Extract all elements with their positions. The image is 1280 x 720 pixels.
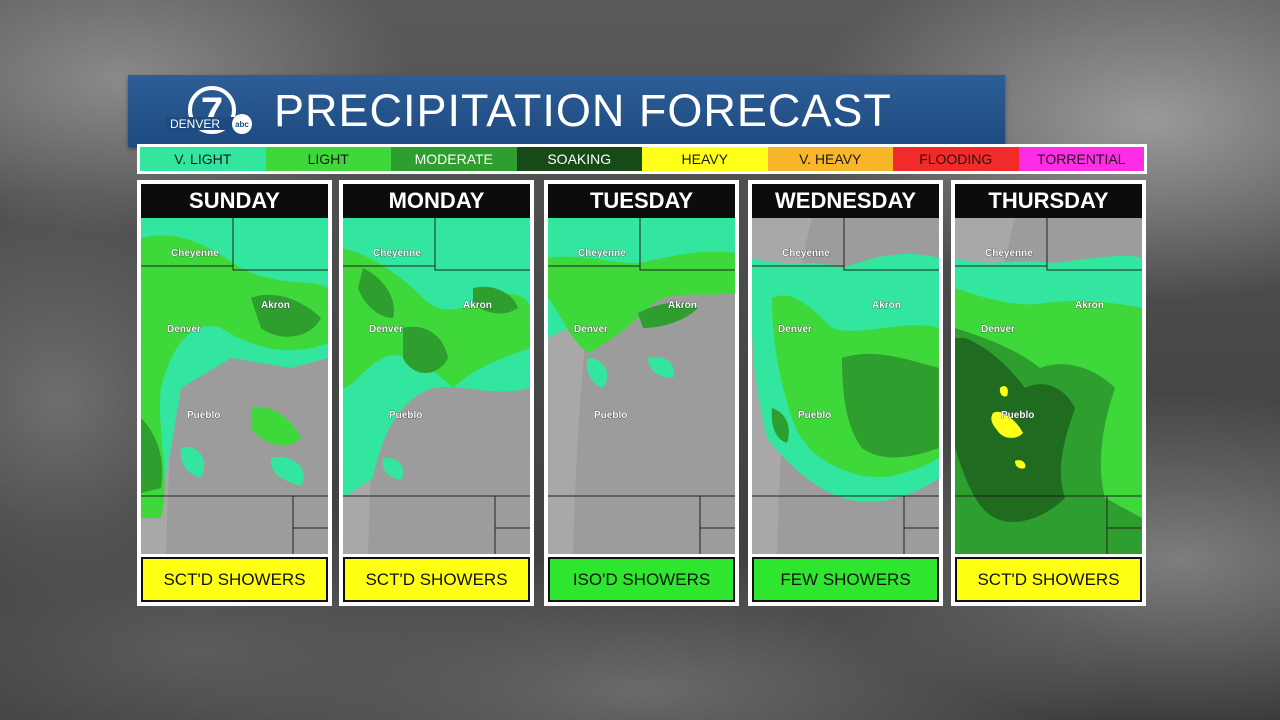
page-title: PRECIPITATION FORECAST [274, 85, 892, 136]
city-label-akron: Akron [668, 300, 697, 311]
day-name: THURSDAY [955, 184, 1142, 218]
precip-map: Cheyenne Akron Denver Pueblo [752, 218, 939, 554]
city-label-pueblo: Pueblo [594, 410, 627, 421]
day-name: TUESDAY [548, 184, 735, 218]
legend-item: FLOODING [893, 147, 1019, 171]
state-border [232, 266, 328, 271]
city-label-pueblo: Pueblo [1001, 410, 1034, 421]
city-label-cheyenne: Cheyenne [171, 248, 219, 259]
precip-area [251, 407, 301, 446]
precip-legend: V. LIGHT LIGHT MODERATE SOAKING HEAVY V. HEAV… [137, 144, 1147, 174]
day-panel-thursday: THURSDAY Cheyenne Akron Denver Pueblo SCT'D S… [951, 180, 1146, 606]
precip-area [771, 408, 789, 443]
state-border [639, 266, 735, 271]
precip-area [251, 294, 321, 337]
precip-map: Cheyenne Akron Denver Pueblo [548, 218, 735, 554]
svg-text:DENVER: DENVER [170, 117, 220, 131]
day-panel-wednesday: WEDNESDAY Cheyenne Akron Denver Pueblo FEW SH… [748, 180, 943, 606]
legend-item: TORRENTIAL [1018, 147, 1144, 171]
day-panel-monday: MONDAY Cheyenne Akron Denver Pueblo SCT'D SHO… [339, 180, 534, 606]
city-label-denver: Denver [981, 324, 1015, 335]
city-label-cheyenne: Cheyenne [373, 248, 421, 259]
day-name: WEDNESDAY [752, 184, 939, 218]
title-banner: 7 DENVER abc PRECIPITATION FORECAST [128, 75, 1005, 147]
legend-item: LIGHT [265, 147, 391, 171]
forecast-summary: SCT'D SHOWERS [955, 557, 1142, 602]
city-label-pueblo: Pueblo [187, 410, 220, 421]
precip-area [548, 218, 735, 338]
precip-area [586, 358, 608, 388]
city-label-cheyenne: Cheyenne [782, 248, 830, 259]
forecast-summary: ISO'D SHOWERS [548, 557, 735, 602]
forecast-summary: SCT'D SHOWERS [141, 557, 328, 602]
precip-area [548, 251, 735, 353]
precip-area [180, 447, 205, 478]
precip-area [648, 356, 674, 378]
city-label-denver: Denver [574, 324, 608, 335]
state-border [1046, 266, 1142, 271]
day-panel-tuesday: TUESDAY Cheyenne Akron Denver Pueblo ISO'D SH… [544, 180, 739, 606]
precip-area [382, 457, 404, 480]
precip-area [991, 411, 1023, 438]
city-label-denver: Denver [778, 324, 812, 335]
legend-item: MODERATE [391, 147, 517, 171]
legend-item: V. HEAVY [767, 147, 893, 171]
forecast-summary: FEW SHOWERS [752, 557, 939, 602]
precip-area [347, 447, 372, 478]
city-label-cheyenne: Cheyenne [578, 248, 626, 259]
city-label-denver: Denver [167, 324, 201, 335]
precip-map-svg: Cheyenne Akron Denver Pueblo [955, 218, 1142, 554]
precip-map: Cheyenne Akron Denver Pueblo [955, 218, 1142, 554]
forecast-summary: SCT'D SHOWERS [343, 557, 530, 602]
city-label-akron: Akron [1075, 300, 1104, 311]
precip-map-svg: Cheyenne Akron Denver Pueblo [141, 218, 328, 554]
state-border [843, 266, 939, 271]
precip-area [403, 326, 448, 373]
day-name: MONDAY [343, 184, 530, 218]
precip-map-svg: Cheyenne Akron Denver Pueblo [343, 218, 530, 554]
day-name: SUNDAY [141, 184, 328, 218]
precip-area [473, 286, 518, 314]
precip-area [141, 418, 163, 493]
precip-area [638, 302, 698, 328]
precip-map: Cheyenne Akron Denver Pueblo [343, 218, 530, 554]
denver7-logo: 7 DENVER abc [166, 86, 252, 134]
city-label-cheyenne: Cheyenne [985, 248, 1033, 259]
legend-item: SOAKING [516, 147, 642, 171]
svg-text:abc: abc [235, 120, 249, 129]
city-label-akron: Akron [872, 300, 901, 311]
state-border [434, 266, 530, 271]
precip-area [270, 457, 304, 486]
city-label-akron: Akron [261, 300, 290, 311]
precip-area [343, 248, 530, 388]
city-label-denver: Denver [369, 324, 403, 335]
day-panel-sunday: SUNDAY Cheyenne Akron Denver Pueblo SCT'D SHO… [137, 180, 332, 606]
precip-area [842, 353, 939, 458]
city-label-pueblo: Pueblo [798, 410, 831, 421]
city-label-pueblo: Pueblo [389, 410, 422, 421]
legend-item: V. LIGHT [140, 147, 266, 171]
city-label-akron: Akron [463, 300, 492, 311]
precip-area [1015, 460, 1026, 469]
precip-area [358, 268, 394, 318]
precip-map: Cheyenne Akron Denver Pueblo [141, 218, 328, 554]
precip-area [999, 385, 1008, 397]
precip-map-svg: Cheyenne Akron Denver Pueblo [752, 218, 939, 554]
precip-map-svg: Cheyenne Akron Denver Pueblo [548, 218, 735, 554]
legend-item: HEAVY [642, 147, 768, 171]
